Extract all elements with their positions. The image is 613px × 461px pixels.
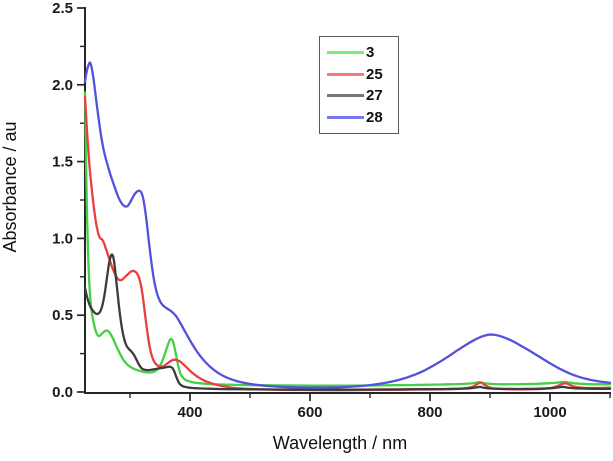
series-28-curve xyxy=(83,61,612,389)
axes-layer: 400 600 800 1000 0.0 0.5 1.0 1.5 2.0 2.5 xyxy=(52,0,611,421)
legend-line-3-icon xyxy=(327,51,364,55)
legend-line-27-icon xyxy=(327,94,364,98)
legend: 3 25 27 28 xyxy=(319,36,399,134)
series-layer xyxy=(83,61,612,392)
series-3-curve xyxy=(83,91,612,387)
legend-label-27: 27 xyxy=(366,87,383,105)
legend-label-3: 3 xyxy=(366,44,375,62)
x-tick-label-600: 600 xyxy=(297,404,322,421)
legend-line-25-icon xyxy=(327,72,364,76)
legend-label-25: 25 xyxy=(366,65,383,83)
x-tick-label-400: 400 xyxy=(177,404,202,421)
legend-item-28: 28 xyxy=(327,108,398,126)
series-25-curve xyxy=(83,95,612,392)
series-27-curve xyxy=(83,253,612,391)
y-tick-label-2: 2.0 xyxy=(52,77,73,94)
y-tick-label-1: 1.0 xyxy=(52,230,73,247)
y-tick-label-1.5: 1.5 xyxy=(52,154,73,171)
y-tick-label-0: 0.0 xyxy=(52,384,73,401)
legend-item-3: 3 xyxy=(327,44,398,62)
x-tick-label-800: 800 xyxy=(417,404,442,421)
y-tick-label-0.5: 0.5 xyxy=(52,307,73,324)
y-axis-title: Absorbance / au xyxy=(0,121,20,252)
y-tick-label-2.5: 2.5 xyxy=(52,0,73,17)
legend-item-27: 27 xyxy=(327,87,398,105)
x-tick-label-1000: 1000 xyxy=(533,404,566,421)
legend-item-25: 25 xyxy=(327,65,398,83)
legend-label-28: 28 xyxy=(366,108,383,126)
x-axis-title: Wavelength / nm xyxy=(273,433,407,453)
legend-line-28-icon xyxy=(327,115,364,119)
